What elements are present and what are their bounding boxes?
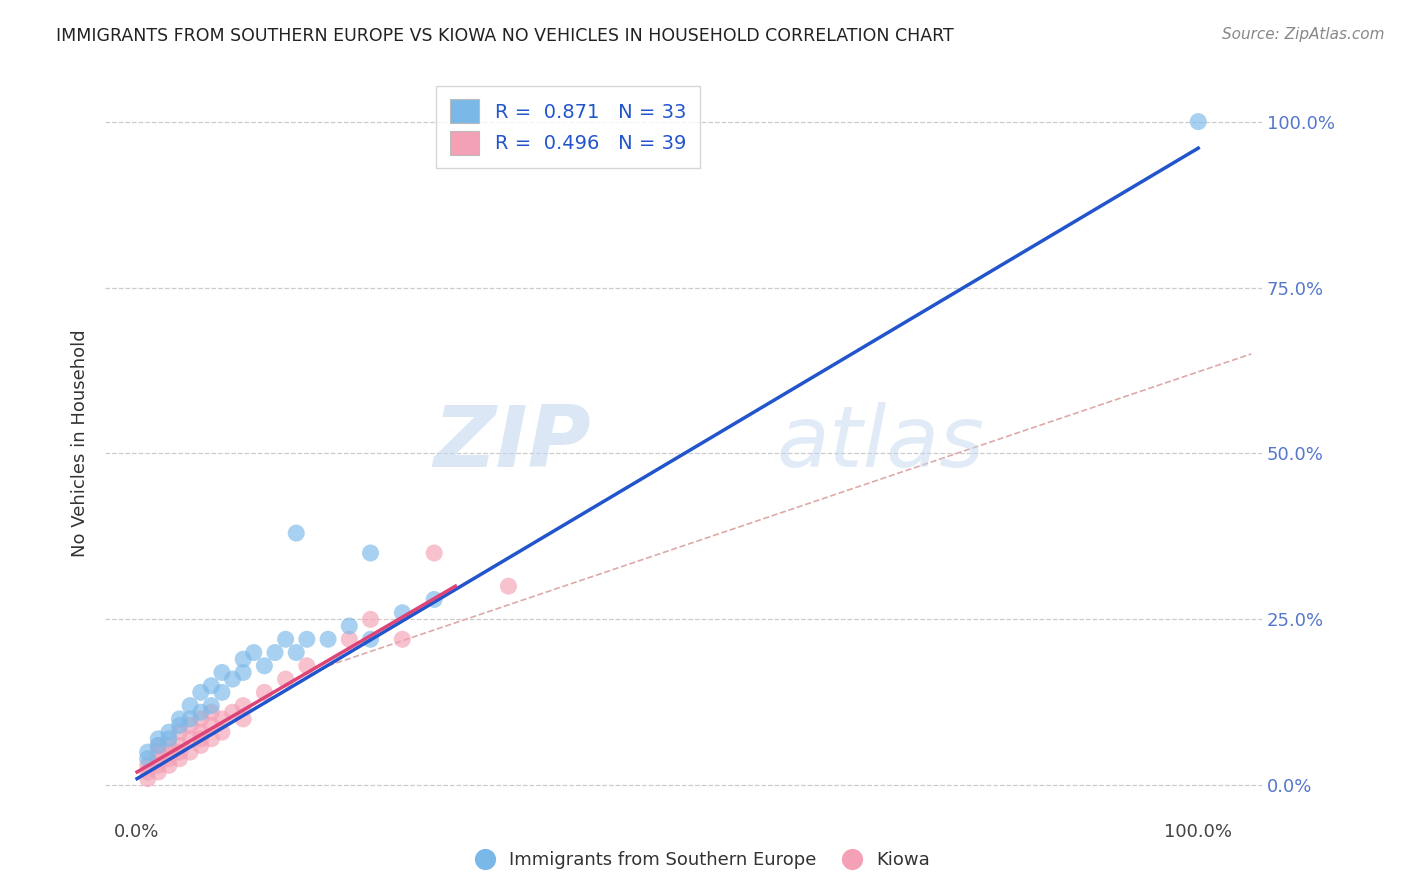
Point	[190, 712, 212, 726]
Legend: Immigrants from Southern Europe, Kiowa: Immigrants from Southern Europe, Kiowa	[467, 842, 939, 879]
Point	[1187, 114, 1209, 128]
Point	[169, 725, 191, 739]
Text: IMMIGRANTS FROM SOUTHERN EUROPE VS KIOWA NO VEHICLES IN HOUSEHOLD CORRELATION CH: IMMIGRANTS FROM SOUTHERN EUROPE VS KIOWA…	[56, 27, 955, 45]
Y-axis label: No Vehicles in Household: No Vehicles in Household	[72, 330, 89, 558]
Point	[148, 745, 170, 759]
Point	[498, 579, 520, 593]
Point	[295, 658, 318, 673]
Point	[337, 619, 360, 633]
Point	[253, 685, 276, 699]
Point	[200, 706, 222, 720]
Point	[285, 646, 308, 660]
Point	[136, 758, 159, 772]
Point	[157, 752, 180, 766]
Point	[221, 672, 243, 686]
Point	[200, 731, 222, 746]
Point	[200, 718, 222, 732]
Point	[264, 646, 287, 660]
Point	[423, 546, 446, 560]
Point	[211, 725, 233, 739]
Point	[391, 632, 413, 647]
Point	[169, 718, 191, 732]
Point	[200, 698, 222, 713]
Point	[211, 685, 233, 699]
Point	[360, 546, 382, 560]
Point	[157, 758, 180, 772]
Point	[148, 764, 170, 779]
Point	[157, 745, 180, 759]
Point	[295, 632, 318, 647]
Point	[285, 526, 308, 541]
Point	[179, 731, 201, 746]
Point	[157, 739, 180, 753]
Point	[136, 752, 159, 766]
Point	[179, 698, 201, 713]
Point	[232, 712, 254, 726]
Point	[200, 679, 222, 693]
Point	[190, 731, 212, 746]
Point	[169, 712, 191, 726]
Point	[232, 665, 254, 680]
Point	[360, 612, 382, 626]
Point	[179, 745, 201, 759]
Point	[274, 632, 297, 647]
Text: ZIP: ZIP	[433, 402, 591, 485]
Point	[190, 685, 212, 699]
Point	[232, 652, 254, 666]
Point	[190, 706, 212, 720]
Point	[211, 665, 233, 680]
Text: Source: ZipAtlas.com: Source: ZipAtlas.com	[1222, 27, 1385, 42]
Point	[136, 772, 159, 786]
Point	[179, 712, 201, 726]
Point	[337, 632, 360, 647]
Point	[136, 745, 159, 759]
Point	[148, 739, 170, 753]
Point	[232, 698, 254, 713]
Point	[148, 731, 170, 746]
Point	[360, 632, 382, 647]
Point	[274, 672, 297, 686]
Point	[190, 725, 212, 739]
Point	[169, 739, 191, 753]
Point	[136, 764, 159, 779]
Point	[148, 752, 170, 766]
Point	[242, 646, 264, 660]
Point	[221, 706, 243, 720]
Point	[211, 712, 233, 726]
Point	[423, 592, 446, 607]
Point	[148, 758, 170, 772]
Point	[148, 739, 170, 753]
Point	[179, 718, 201, 732]
Point	[157, 731, 180, 746]
Text: atlas: atlas	[776, 402, 984, 485]
Point	[190, 739, 212, 753]
Point	[157, 725, 180, 739]
Point	[169, 752, 191, 766]
Point	[253, 658, 276, 673]
Point	[391, 606, 413, 620]
Legend: R =  0.871   N = 33, R =  0.496   N = 39: R = 0.871 N = 33, R = 0.496 N = 39	[436, 86, 700, 169]
Point	[169, 745, 191, 759]
Point	[316, 632, 339, 647]
